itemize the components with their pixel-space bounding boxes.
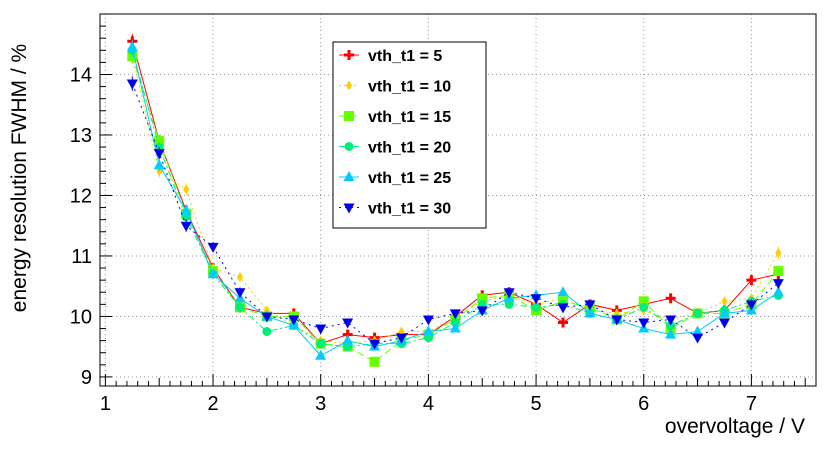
- legend-label: vth_t1 = 15: [368, 109, 451, 126]
- legend-label: vth_t1 = 30: [368, 201, 451, 218]
- legend-marker: [344, 142, 354, 151]
- data-point: [773, 266, 784, 277]
- data-point: [236, 272, 243, 283]
- data-point: [666, 321, 676, 331]
- data-point: [315, 324, 327, 335]
- data-point: [476, 306, 488, 317]
- data-point: [395, 333, 407, 344]
- data-point: [342, 334, 354, 345]
- x-tick-label: 7: [746, 393, 757, 415]
- data-point: [718, 307, 730, 318]
- data-point: [584, 307, 596, 318]
- data-point: [422, 315, 434, 326]
- data-point: [775, 247, 782, 258]
- data-point: [126, 79, 138, 90]
- data-point: [262, 327, 272, 337]
- legend-entry-2: vth_t1 = 10: [339, 79, 451, 96]
- x-tick-label: 2: [207, 393, 218, 415]
- legend-label: vth_t1 = 5: [368, 48, 442, 65]
- data-point: [153, 149, 165, 160]
- data-point: [557, 303, 569, 314]
- y-tick-label: 11: [71, 246, 92, 268]
- data-point: [557, 317, 568, 328]
- data-point: [235, 302, 245, 312]
- data-point: [342, 318, 354, 329]
- data-point: [450, 317, 460, 327]
- data-point: [207, 268, 219, 279]
- legend-label: vth_t1 = 25: [368, 170, 451, 187]
- data-point: [477, 293, 488, 304]
- data-point: [692, 325, 704, 336]
- legend-marker: [344, 111, 354, 121]
- y-tick-label: 14: [70, 64, 92, 86]
- legend-entry-4: vth_t1 = 20: [339, 140, 451, 157]
- x-axis-title: overvoltage / V: [665, 415, 805, 438]
- data-point: [745, 300, 757, 311]
- data-point: [718, 318, 730, 329]
- legend-marker: [344, 50, 354, 60]
- legend-marker: [346, 80, 352, 91]
- data-point: [449, 322, 461, 333]
- series-layer: [126, 33, 784, 367]
- legend-entry-5: vth_t1 = 25: [339, 170, 451, 187]
- legend-marker: [343, 171, 355, 181]
- x-tick-label: 6: [638, 393, 649, 415]
- data-point: [422, 325, 434, 336]
- legend-box: [332, 41, 487, 229]
- data-point: [126, 41, 138, 52]
- series-6: [126, 76, 784, 350]
- x-tick-label: 1: [100, 393, 111, 415]
- data-point: [449, 309, 461, 320]
- data-point: [261, 312, 273, 323]
- data-point: [665, 328, 677, 339]
- data-point: [315, 349, 327, 360]
- legend-label: vth_t1 = 10: [368, 79, 451, 96]
- data-point: [665, 315, 677, 326]
- y-tick-label: 13: [70, 125, 92, 147]
- data-point: [721, 296, 728, 307]
- data-point: [207, 242, 219, 253]
- data-point: [531, 302, 541, 312]
- data-point: [584, 300, 596, 311]
- data-point: [693, 308, 703, 318]
- data-point: [153, 159, 165, 170]
- data-point: [180, 221, 192, 232]
- legend-entry-1: vth_t1 = 5: [339, 48, 442, 65]
- legend: vth_t1 = 5 vth_t1 = 10 vth_t1 = 15 vth_t1 =…: [332, 41, 487, 229]
- plot-frame: [99, 13, 817, 387]
- legend-entry-3: vth_t1 = 15: [339, 109, 451, 126]
- data-point: [530, 294, 542, 305]
- data-point: [746, 275, 757, 286]
- x-tick-label: 4: [423, 393, 434, 415]
- x-tick-label: 3: [315, 393, 326, 415]
- data-point: [503, 288, 515, 299]
- data-point: [369, 356, 380, 367]
- data-point: [234, 288, 246, 299]
- data-point: [772, 286, 784, 297]
- data-point: [557, 286, 569, 297]
- y-tick-label: 9: [81, 367, 92, 389]
- y-axis-title: energy resolution FWHM / %: [8, 44, 31, 312]
- data-point: [639, 302, 649, 312]
- y-tick-label: 12: [70, 185, 92, 207]
- data-point: [180, 204, 192, 215]
- legend-entry-6: vth_t1 = 30: [339, 201, 451, 218]
- y-tick-label: 10: [70, 306, 92, 328]
- data-point: [692, 333, 704, 344]
- data-point: [369, 339, 381, 350]
- legend-marker: [343, 203, 355, 214]
- data-point: [665, 293, 676, 304]
- data-point: [611, 315, 623, 326]
- legend-label: vth_t1 = 20: [368, 140, 451, 157]
- data-point: [183, 184, 190, 195]
- data-point: [288, 315, 300, 326]
- data-point: [316, 339, 326, 349]
- x-tick-label: 5: [530, 393, 541, 415]
- data-point: [638, 296, 649, 307]
- data-point: [638, 318, 650, 329]
- data-point: [772, 279, 784, 290]
